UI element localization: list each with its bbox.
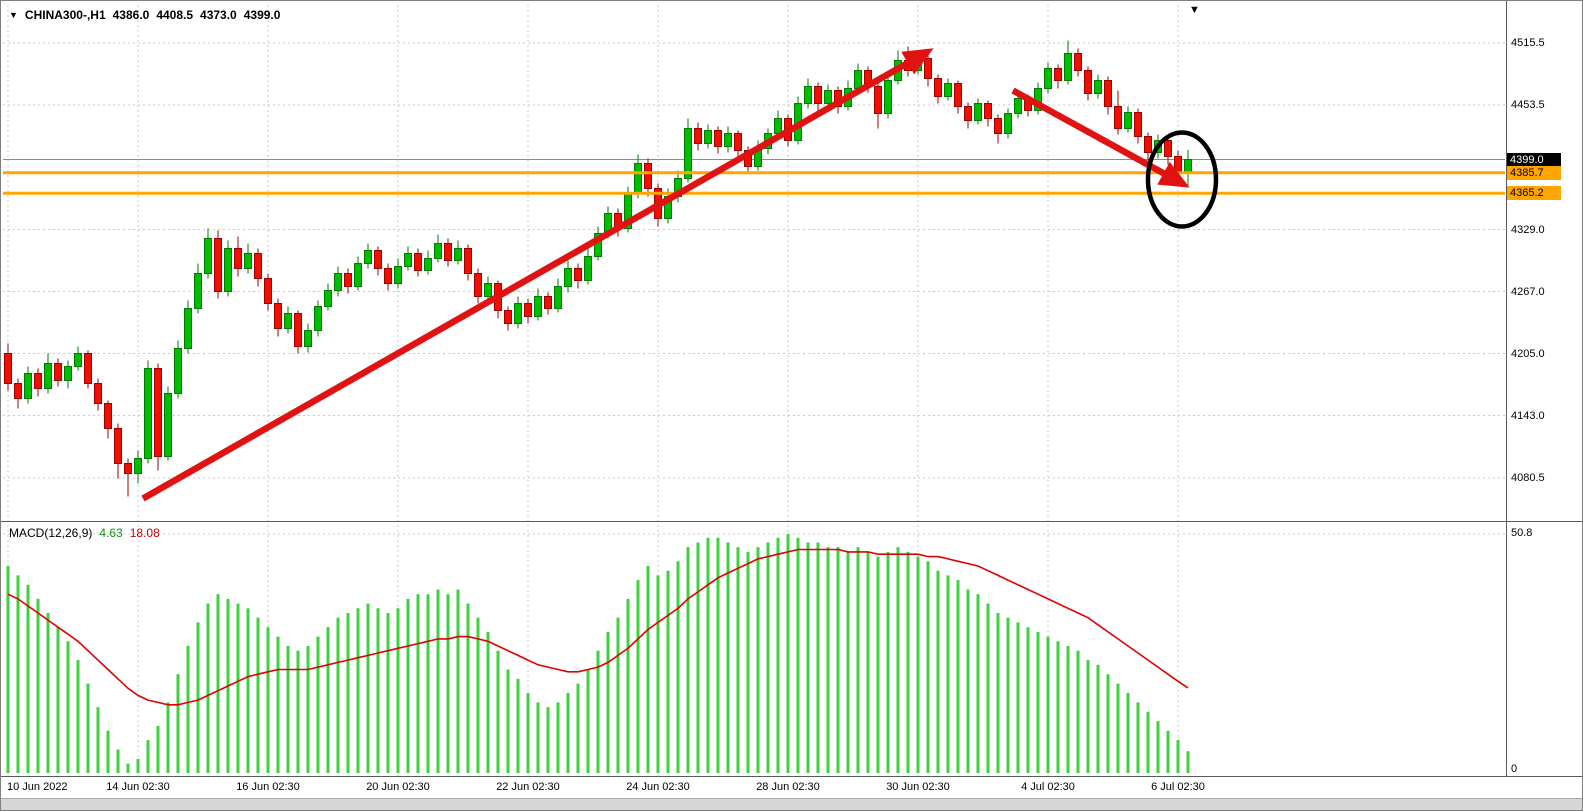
highlight-ellipse[interactable] (1145, 130, 1219, 229)
ohlc-high: 4408.5 (156, 8, 194, 22)
macd-scale-max: 50.8 (1511, 527, 1533, 539)
grid-lines (3, 5, 1505, 776)
horizontal-scrollbar[interactable] (1, 798, 1582, 810)
chart-shift-marker-icon[interactable]: ▼ (1189, 4, 1200, 16)
macd-signal-value: 18.08 (129, 526, 160, 540)
macd-main-value: 4.63 (99, 526, 123, 540)
macd-signal-line (7, 548, 1189, 706)
macd-histogram (6, 534, 1190, 773)
macd-scale-zero: 0 (1511, 763, 1518, 775)
ohlc-low: 4373.0 (200, 8, 237, 22)
symbol-dropdown-icon[interactable]: ▼ (9, 10, 18, 20)
ohlc-open: 4386.0 (112, 8, 150, 22)
uptrend-arrow[interactable] (141, 48, 934, 502)
candles (4, 40, 1192, 497)
downtrend-arrow[interactable] (1011, 87, 1190, 188)
ohlc-close: 4399.0 (243, 8, 281, 22)
macd-title: MACD(12,26,9) (9, 526, 93, 540)
symbol-title: CHINA300-,H1 (24, 8, 106, 22)
chart-header: ▼ CHINA300-,H1 4386.0 4408.5 4373.0 4399… (9, 8, 280, 22)
macd-header: MACD(12,26,9) 4.63 18.08 (9, 526, 160, 540)
